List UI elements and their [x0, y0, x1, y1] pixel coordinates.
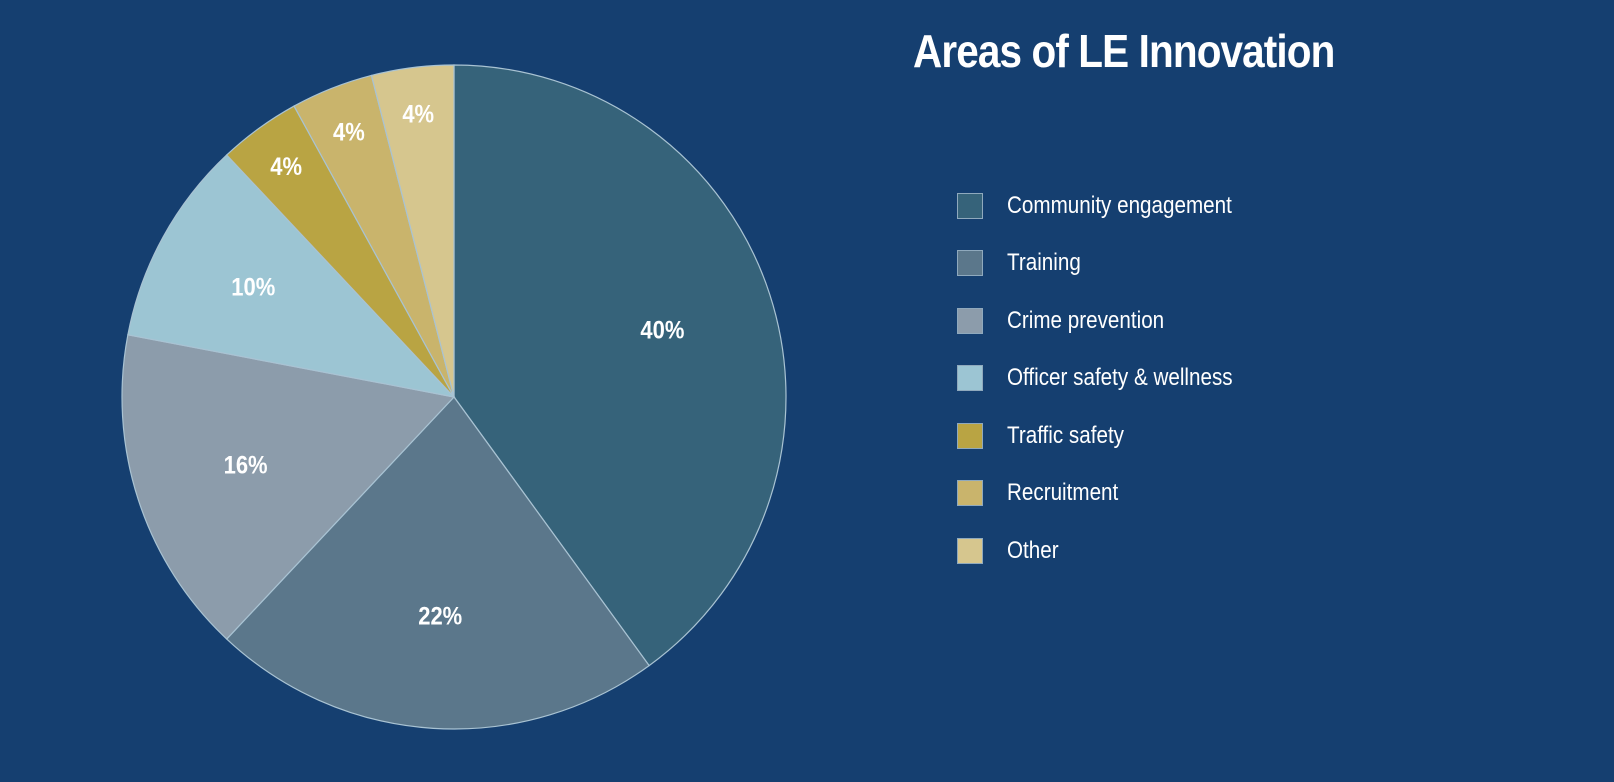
data-label: 10%: [231, 273, 275, 301]
legend-swatch: [957, 192, 983, 219]
legend-swatch: [957, 537, 983, 564]
data-label: 4%: [402, 100, 434, 128]
chart-title: Areas of LE Innovation: [913, 25, 1335, 77]
legend-item: Community engagement: [957, 177, 1269, 235]
legend-swatch: [957, 480, 983, 507]
data-label: 40%: [640, 316, 684, 344]
pie-slice-crime-prevention: [121, 334, 456, 640]
legend: Community engagement Training Crime preven…: [957, 177, 1269, 580]
legend-swatch: [957, 422, 983, 449]
legend-item: Crime prevention: [957, 292, 1269, 350]
pie-slice-other: [370, 64, 455, 398]
legend-label: Crime prevention: [1007, 306, 1165, 334]
legend-label: Community engagement: [1007, 191, 1232, 219]
legend-item: Recruitment: [957, 465, 1269, 523]
data-label: 22%: [418, 602, 462, 630]
legend-swatch: [957, 250, 983, 277]
legend-item: Officer safety & wellness: [957, 350, 1269, 408]
pie-chart: 40% 22% 16% 10% 4% 4% 4%: [121, 64, 787, 730]
legend-swatch: [957, 307, 983, 334]
pie-slice-training: [225, 396, 650, 730]
legend-label: Recruitment: [1007, 479, 1119, 507]
data-label: 16%: [224, 451, 268, 479]
legend-label: Other: [1007, 536, 1059, 564]
legend-label: Training: [1007, 249, 1081, 277]
legend-swatch: [957, 365, 983, 392]
data-label: 4%: [333, 118, 365, 146]
legend-label: Traffic safety: [1007, 421, 1125, 449]
legend-item: Traffic safety: [957, 407, 1269, 465]
data-label: 4%: [270, 153, 302, 181]
legend-item: Training: [957, 235, 1269, 293]
pie-slice-officer-safety-wellness: [127, 154, 456, 398]
legend-item: Other: [957, 522, 1269, 580]
pie-slice-community-engagement: [453, 64, 787, 667]
legend-label: Officer safety & wellness: [1007, 364, 1233, 392]
